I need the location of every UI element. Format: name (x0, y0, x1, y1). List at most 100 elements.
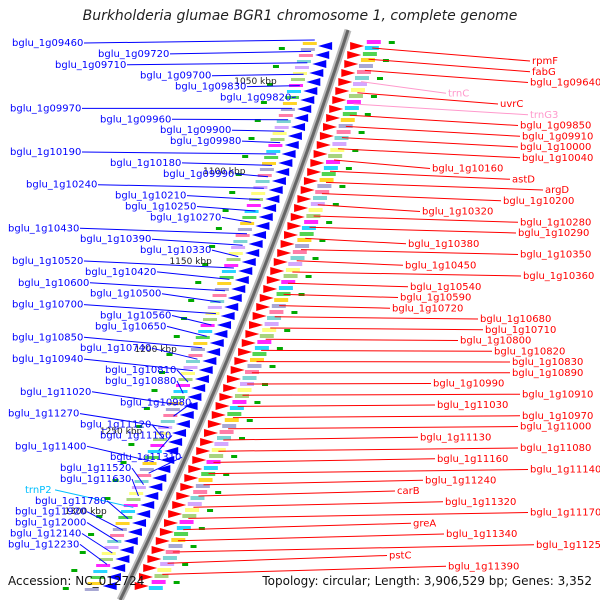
forward-gene-arrow (248, 240, 263, 248)
feature-block (358, 64, 373, 68)
tick-mark (248, 137, 255, 140)
scale-label: 1150 kbp (169, 257, 212, 267)
feature-block (193, 342, 208, 345)
right-gene-leader (349, 114, 519, 126)
right-gene-label: uvrC (500, 99, 523, 110)
reverse-gene-arrow (172, 501, 187, 509)
forward-gene-arrow (281, 150, 296, 158)
left-gene-leader (131, 467, 145, 485)
feature-block (165, 408, 180, 411)
tick-mark (239, 437, 246, 440)
right-gene-label: bglu_1g10590 (400, 293, 471, 304)
forward-gene-arrow (275, 168, 290, 176)
feature-block (268, 144, 283, 147)
left-gene-label: bglu_1g10250 (125, 202, 196, 213)
reverse-gene-arrow (350, 42, 365, 50)
feature-block (137, 474, 152, 477)
feature-block (251, 192, 266, 195)
left-gene-leader (161, 293, 221, 303)
feature-block (281, 280, 296, 284)
forward-gene-arrow (175, 420, 190, 428)
right-gene-leader (228, 426, 519, 430)
feature-block (190, 348, 205, 351)
feature-block (154, 574, 169, 578)
right-gene-leader (292, 271, 522, 277)
feature-block (237, 228, 252, 231)
feature-block (182, 514, 197, 518)
feature-block (160, 562, 175, 566)
feature-block (360, 58, 375, 62)
forward-gene-arrow (231, 285, 246, 293)
right-gene-label: bglu_1g10820 (494, 346, 565, 357)
feature-block (295, 244, 310, 248)
feature-block (212, 294, 227, 297)
feature-block (276, 292, 291, 296)
left-gene-leader (97, 184, 264, 189)
reverse-gene-arrow (204, 429, 219, 437)
feature-block (211, 448, 226, 452)
left-gene-label: bglu_1g11120 (80, 420, 151, 431)
forward-gene-arrow (220, 312, 235, 320)
feature-block (219, 430, 234, 434)
left-gene-leader (246, 85, 300, 88)
tick-mark (376, 77, 383, 80)
feature-block (321, 172, 336, 176)
reverse-gene-arrow (259, 294, 274, 302)
feature-block (209, 454, 224, 458)
tick-mark (312, 257, 319, 260)
feature-block (107, 540, 122, 543)
feature-block (217, 282, 232, 285)
left-gene-label: bglu_1g11780 (35, 496, 106, 507)
feature-block (104, 546, 119, 549)
tick-mark (202, 263, 209, 266)
left-gene-label: bglu_1g10940 (12, 354, 83, 365)
tick-mark (173, 335, 180, 338)
tick-mark (190, 545, 197, 548)
left-gene-leader (156, 271, 230, 280)
tick-mark (209, 245, 216, 248)
right-gene-leader (232, 415, 521, 419)
feature-block (96, 564, 111, 567)
feature-block (235, 234, 250, 237)
tick-mark (246, 419, 253, 422)
feature-block (297, 238, 312, 242)
feature-block (176, 526, 191, 530)
feature-block (203, 318, 218, 321)
feature-block (246, 204, 261, 207)
reverse-gene-arrow (155, 537, 170, 545)
feature-block (171, 538, 186, 542)
reverse-gene-arrow (300, 186, 315, 194)
feature-block (274, 126, 289, 129)
forward-gene-arrow (224, 303, 239, 311)
reverse-gene-arrow (319, 132, 334, 140)
right-gene-leader (337, 148, 521, 159)
feature-block (302, 42, 317, 45)
forward-gene-arrow (265, 195, 280, 203)
forward-gene-arrow (303, 87, 318, 95)
right-gene-label: bglu_1g10540 (410, 282, 481, 293)
tick-mark (278, 47, 285, 50)
feature-block (362, 52, 377, 56)
right-gene-leader (330, 170, 511, 180)
feature-block (280, 108, 295, 111)
right-gene-label: bglu_1g10970 (522, 411, 593, 422)
tick-mark (173, 581, 180, 584)
right-gene-leader (242, 393, 521, 396)
feature-block (317, 184, 332, 188)
feature-block (214, 442, 229, 446)
feature-block (296, 60, 311, 63)
feature-block (276, 120, 291, 123)
forward-gene-arrow (179, 411, 194, 419)
left-gene-label: bglu_1g10650 (95, 321, 166, 332)
forward-gene-arrow (297, 105, 312, 113)
forward-gene-arrow (106, 573, 121, 581)
tick-mark (128, 443, 135, 446)
left-gene-label: bglu_1g12230 (8, 539, 79, 550)
tick-mark (262, 383, 269, 386)
left-gene-label: bglu_1g09990 (163, 169, 234, 180)
tick-mark (215, 227, 222, 230)
reverse-gene-arrow (307, 168, 322, 176)
left-gene-leader (151, 347, 198, 360)
